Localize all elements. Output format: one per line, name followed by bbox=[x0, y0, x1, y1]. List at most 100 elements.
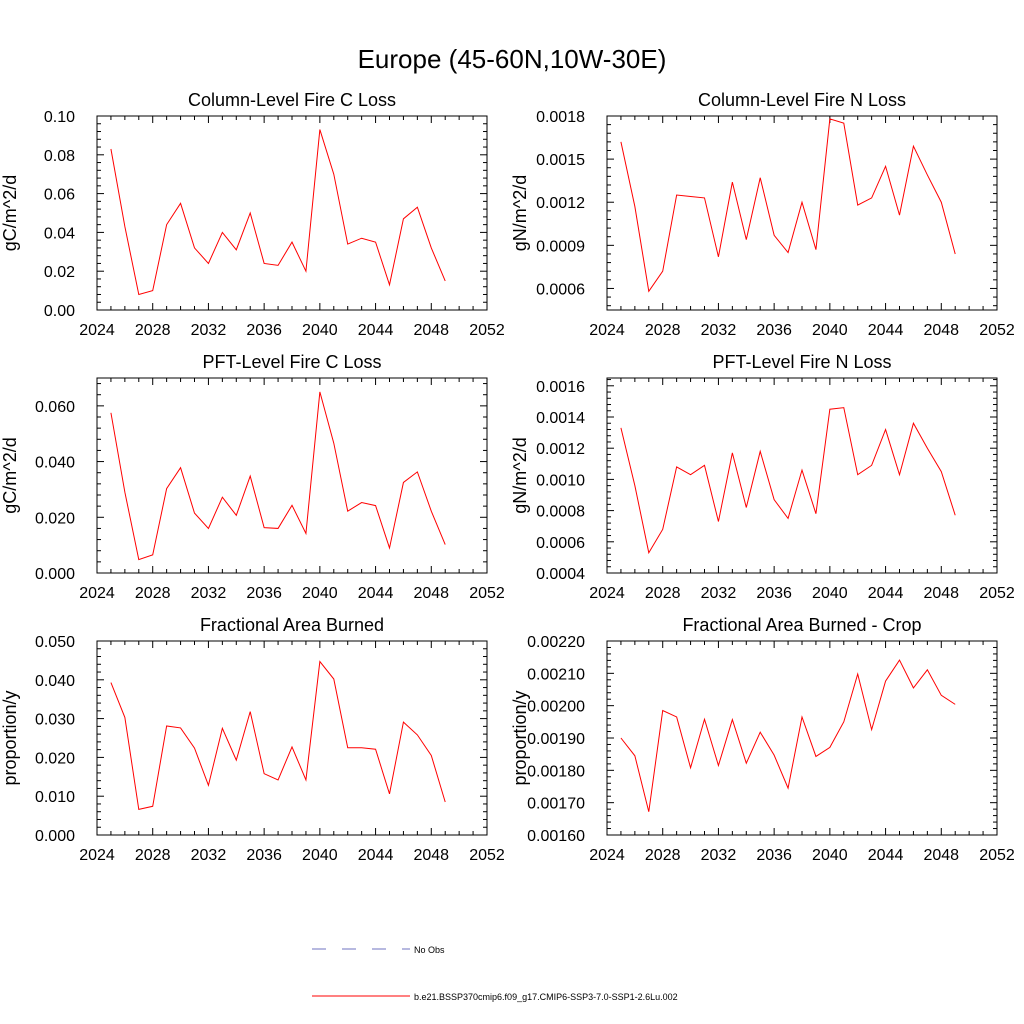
x-tick-label: 2052 bbox=[469, 322, 505, 339]
y-tick-label: 0.000 bbox=[35, 828, 75, 845]
x-tick-label: 2040 bbox=[812, 847, 848, 864]
panel-title: Column-Level Fire N Loss bbox=[698, 90, 906, 110]
x-tick-label: 2028 bbox=[135, 585, 171, 602]
x-tick-label: 2048 bbox=[413, 322, 449, 339]
x-tick-label: 2044 bbox=[868, 585, 904, 602]
x-tick-label: 2028 bbox=[645, 322, 681, 339]
y-tick-label: 0.02 bbox=[44, 264, 75, 281]
panels: 2024 2028 2032 2036 2040 2044 2048 2052 0.00 0.02… bbox=[0, 90, 1015, 864]
x-tick-label: 2052 bbox=[979, 847, 1015, 864]
y-axis-label: gC/m^2/d bbox=[0, 175, 20, 251]
y-axis-label: gN/m^2/d bbox=[510, 175, 530, 251]
panel-title: Fractional Area Burned bbox=[200, 615, 384, 635]
x-tick-label: 2032 bbox=[191, 585, 227, 602]
y-tick-label: 0.030 bbox=[35, 712, 75, 729]
x-tick-label: 2036 bbox=[756, 847, 792, 864]
plot-frame bbox=[606, 377, 998, 574]
x-tick-label: 2024 bbox=[589, 847, 625, 864]
x-tick-label: 2040 bbox=[302, 585, 338, 602]
x-tick-label: 2040 bbox=[302, 847, 338, 864]
plot-frame bbox=[606, 115, 998, 311]
x-tick-label: 2044 bbox=[358, 847, 394, 864]
panel-5: 2024 2028 2032 2036 2040 2044 2048 2052 0.000 0.0… bbox=[0, 615, 505, 864]
x-tick-label: 2036 bbox=[246, 847, 282, 864]
x-tick-label: 2052 bbox=[469, 585, 505, 602]
y-tick-label: 0.06 bbox=[44, 187, 75, 204]
x-tick-label: 2044 bbox=[358, 585, 394, 602]
y-tick-label: 0.10 bbox=[44, 109, 75, 126]
y-tick-label: 0.050 bbox=[35, 634, 75, 651]
x-tick-label: 2040 bbox=[812, 585, 848, 602]
x-tick-label: 2036 bbox=[756, 322, 792, 339]
panel-1: 2024 2028 2032 2036 2040 2044 2048 2052 0.00 0.02… bbox=[0, 90, 505, 339]
x-tick-label: 2048 bbox=[923, 585, 959, 602]
y-tick-label: 0.060 bbox=[35, 399, 75, 416]
y-tick-label: 0.0015 bbox=[536, 152, 585, 169]
y-axis-label: gN/m^2/d bbox=[510, 437, 530, 513]
x-tick-label: 2044 bbox=[358, 322, 394, 339]
legend-label-model: b.e21.BSSP370cmip6.f09_g17.CMIP6-SSP3-7.… bbox=[414, 992, 678, 1002]
x-tick-label: 2028 bbox=[135, 847, 171, 864]
x-tick-label: 2036 bbox=[246, 322, 282, 339]
y-tick-label: 0.0004 bbox=[536, 566, 585, 583]
y-tick-label: 0.0014 bbox=[536, 410, 585, 427]
series-line bbox=[620, 407, 956, 555]
y-axis-label: gC/m^2/d bbox=[0, 437, 20, 513]
x-tick-label: 2048 bbox=[413, 585, 449, 602]
series-line bbox=[620, 659, 956, 812]
y-tick-label: 0.0006 bbox=[536, 535, 585, 552]
x-tick-label: 2032 bbox=[701, 585, 737, 602]
x-tick-label: 2036 bbox=[756, 585, 792, 602]
y-tick-label: 0.0012 bbox=[536, 195, 585, 212]
y-tick-label: 0.0016 bbox=[536, 379, 585, 396]
x-tick-label: 2028 bbox=[135, 322, 171, 339]
panel-2: 2024 2028 2032 2036 2040 2044 2048 2052 0.0006 0.… bbox=[510, 90, 1015, 339]
panel-6: 2024 2028 2032 2036 2040 2044 2048 2052 0.00160 0… bbox=[510, 615, 1015, 864]
y-tick-label: 0.0012 bbox=[536, 441, 585, 458]
y-tick-label: 0.0009 bbox=[536, 238, 585, 255]
x-tick-label: 2044 bbox=[868, 847, 904, 864]
legend: No Obs b.e21.BSSP370cmip6.f09_g17.CMIP6-… bbox=[312, 945, 678, 1002]
x-tick-label: 2032 bbox=[701, 847, 737, 864]
y-tick-label: 0.020 bbox=[35, 750, 75, 767]
x-tick-label: 2048 bbox=[923, 847, 959, 864]
x-tick-label: 2052 bbox=[979, 585, 1015, 602]
x-tick-label: 2024 bbox=[79, 585, 115, 602]
series-line bbox=[620, 118, 956, 293]
series-line bbox=[110, 660, 446, 810]
panel-title: PFT-Level Fire C Loss bbox=[202, 352, 381, 372]
x-tick-label: 2024 bbox=[589, 322, 625, 339]
panel-3: 2024 2028 2032 2036 2040 2044 2048 2052 0.000 0.0… bbox=[0, 352, 505, 602]
x-tick-label: 2048 bbox=[923, 322, 959, 339]
y-tick-label: 0.00190 bbox=[527, 731, 585, 748]
y-tick-label: 0.00200 bbox=[527, 699, 585, 716]
x-tick-label: 2048 bbox=[413, 847, 449, 864]
x-tick-label: 2028 bbox=[645, 847, 681, 864]
x-tick-label: 2032 bbox=[191, 847, 227, 864]
y-tick-label: 0.0006 bbox=[536, 281, 585, 298]
x-tick-label: 2044 bbox=[868, 322, 904, 339]
x-tick-label: 2032 bbox=[701, 322, 737, 339]
x-tick-label: 2040 bbox=[812, 322, 848, 339]
x-tick-label: 2032 bbox=[191, 322, 227, 339]
y-tick-label: 0.020 bbox=[35, 510, 75, 527]
x-tick-label: 2024 bbox=[79, 322, 115, 339]
panel-title: Fractional Area Burned - Crop bbox=[682, 615, 921, 635]
y-tick-label: 0.04 bbox=[44, 225, 75, 242]
panel-4: 2024 2028 2032 2036 2040 2044 2048 2052 0.0004 0.… bbox=[510, 352, 1015, 602]
series-line bbox=[110, 129, 446, 296]
y-tick-label: 0.00180 bbox=[527, 763, 585, 780]
x-tick-label: 2052 bbox=[979, 322, 1015, 339]
plot-frame bbox=[96, 640, 488, 836]
legend-label-no-obs: No Obs bbox=[414, 945, 445, 955]
y-tick-label: 0.0008 bbox=[536, 504, 585, 521]
series-line bbox=[110, 391, 446, 561]
y-tick-label: 0.08 bbox=[44, 148, 75, 165]
x-tick-label: 2024 bbox=[79, 847, 115, 864]
y-tick-label: 0.00210 bbox=[527, 666, 585, 683]
y-tick-label: 0.040 bbox=[35, 455, 75, 472]
plot-frame bbox=[96, 115, 488, 311]
x-tick-label: 2036 bbox=[246, 585, 282, 602]
y-tick-label: 0.0010 bbox=[536, 472, 585, 489]
